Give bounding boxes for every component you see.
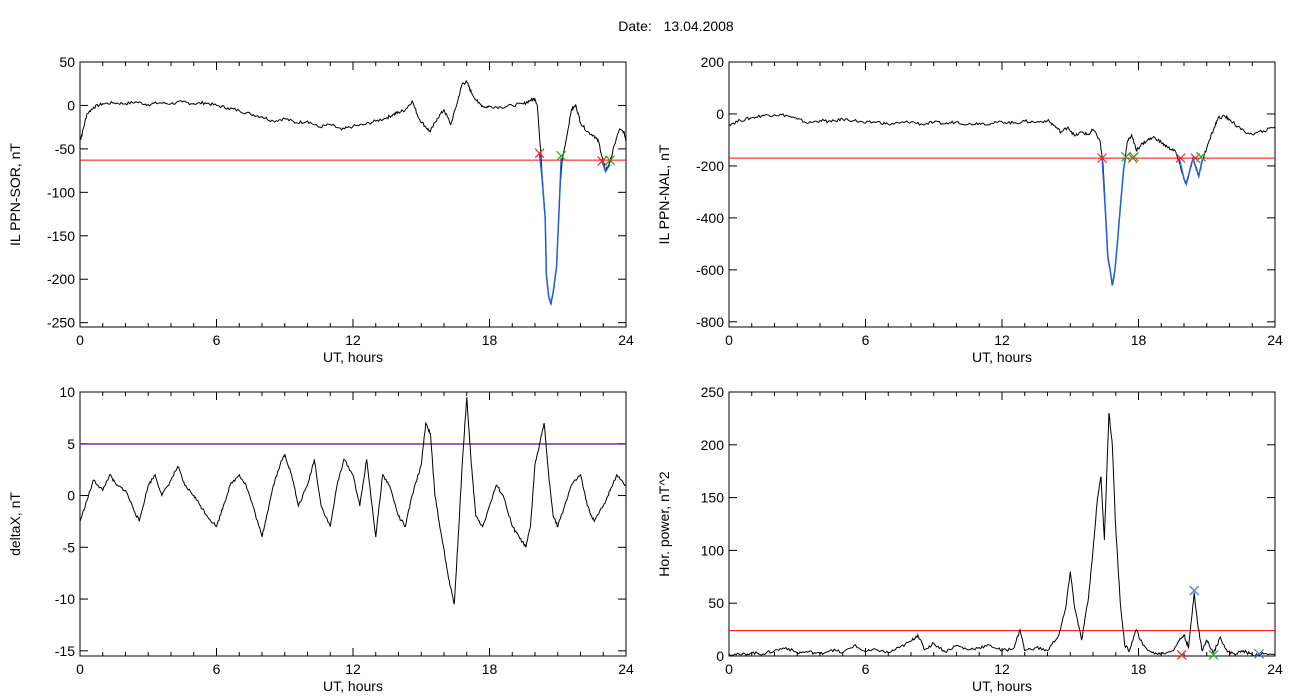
event-marker [1208, 650, 1219, 660]
y-tick-label: -200 [47, 271, 75, 287]
event-marker [1097, 153, 1108, 164]
y-tick-label: 0 [67, 488, 75, 504]
x-tick-label: 24 [618, 661, 634, 677]
chart-p2: 0 6 12 18 24 200 0 -200 -400 -600 -800 UT, hours IL … [656, 54, 1283, 365]
y-tick-label: 5 [67, 436, 75, 452]
y-tick-label: -50 [55, 141, 75, 157]
x-tick-label: 12 [345, 332, 361, 348]
y-axis-label: IL PPN-SOR, nT [7, 143, 23, 246]
event-marker [1189, 585, 1200, 596]
y-tick-label: -250 [47, 315, 75, 331]
y-tick-label: 50 [59, 54, 75, 70]
x-tick-label: 24 [618, 332, 634, 348]
series-line [80, 397, 626, 605]
x-tick-label: 18 [482, 332, 498, 348]
date-label: Date: [618, 18, 652, 34]
y-axis-label: deltaX, nT [7, 492, 23, 556]
highlight-segment [538, 153, 562, 307]
event-marker [597, 156, 608, 166]
x-tick-label: 6 [213, 661, 221, 677]
series-line [80, 79, 626, 305]
chart-p4: 0 6 12 18 24 250 200 150 100 50 0 UT, hours Hor. pow… [656, 384, 1283, 694]
y-tick-label: 200 [701, 437, 725, 453]
x-tick-label: 24 [1267, 332, 1283, 348]
date-value: 13.04.2008 [663, 18, 734, 34]
highlight-segment [1101, 155, 1127, 286]
plot-area [729, 413, 1275, 656]
x-tick-label: 12 [994, 661, 1010, 677]
x-tick-label: 6 [862, 661, 870, 677]
plot-area [80, 397, 626, 605]
y-tick-label: 10 [59, 384, 75, 400]
x-tick-label: 0 [725, 661, 733, 677]
x-tick-label: 24 [1267, 661, 1283, 677]
y-tick-label: -10 [55, 591, 75, 607]
y-tick-label: 250 [701, 384, 725, 400]
x-axis-label: UT, hours [323, 349, 383, 365]
event-marker [1129, 151, 1139, 162]
x-tick-label: 12 [994, 332, 1010, 348]
plot-frame [728, 61, 1276, 328]
y-tick-label: -400 [696, 210, 724, 226]
x-tick-label: 18 [1131, 661, 1147, 677]
x-tick-label: 6 [862, 332, 870, 348]
plot-area [80, 79, 626, 307]
event-marker [556, 150, 567, 161]
y-tick-label: -600 [696, 262, 724, 278]
plot-frame [79, 391, 627, 657]
event-marker [1196, 151, 1206, 162]
x-tick-label: 18 [482, 661, 498, 677]
y-tick-label: -15 [55, 643, 75, 659]
y-axis-label: IL PPN-NAL, nT [656, 144, 672, 244]
chart-p3: 0 6 12 18 24 10 5 0 -5 -10 -15 UT, hours deltaX, nT [7, 384, 634, 694]
y-tick-label: 200 [701, 54, 725, 70]
plot-frame [728, 391, 1276, 657]
y-tick-label: 0 [716, 648, 724, 664]
y-tick-label: -100 [47, 184, 75, 200]
figure-title: Date: 13.04.2008 [0, 18, 1300, 34]
x-tick-label: 6 [213, 332, 221, 348]
y-tick-label: -800 [696, 314, 724, 330]
x-tick-label: 0 [76, 332, 84, 348]
y-tick-label: -150 [47, 228, 75, 244]
y-tick-label: -200 [696, 158, 724, 174]
highlight-segment [1178, 155, 1203, 187]
event-marker [1190, 153, 1201, 164]
plot-frame [79, 61, 627, 328]
x-axis-label: UT, hours [972, 678, 1032, 694]
y-tick-label: -5 [63, 539, 76, 555]
event-marker [1254, 648, 1264, 659]
chart-p1: 0 6 12 18 24 50 0 -50 -100 -150 -200 -250 UT, hours I… [7, 54, 634, 365]
y-tick-label: 50 [708, 595, 724, 611]
x-tick-label: 0 [76, 661, 84, 677]
y-tick-label: 150 [701, 490, 725, 506]
event-marker [605, 155, 615, 166]
event-marker [1176, 650, 1187, 660]
x-tick-label: 12 [345, 661, 361, 677]
x-tick-label: 0 [725, 332, 733, 348]
y-tick-label: 0 [716, 106, 724, 122]
series-line [729, 413, 1275, 656]
event-marker [1175, 153, 1186, 164]
x-tick-label: 18 [1131, 332, 1147, 348]
y-tick-label: 100 [701, 542, 725, 558]
plot-area [729, 113, 1275, 286]
x-axis-label: UT, hours [972, 349, 1032, 365]
y-tick-label: 0 [67, 97, 75, 113]
series-line [729, 113, 1275, 286]
x-axis-label: UT, hours [323, 678, 383, 694]
y-axis-label: Hor. power, nT^2 [656, 471, 672, 577]
event-marker [534, 148, 545, 159]
